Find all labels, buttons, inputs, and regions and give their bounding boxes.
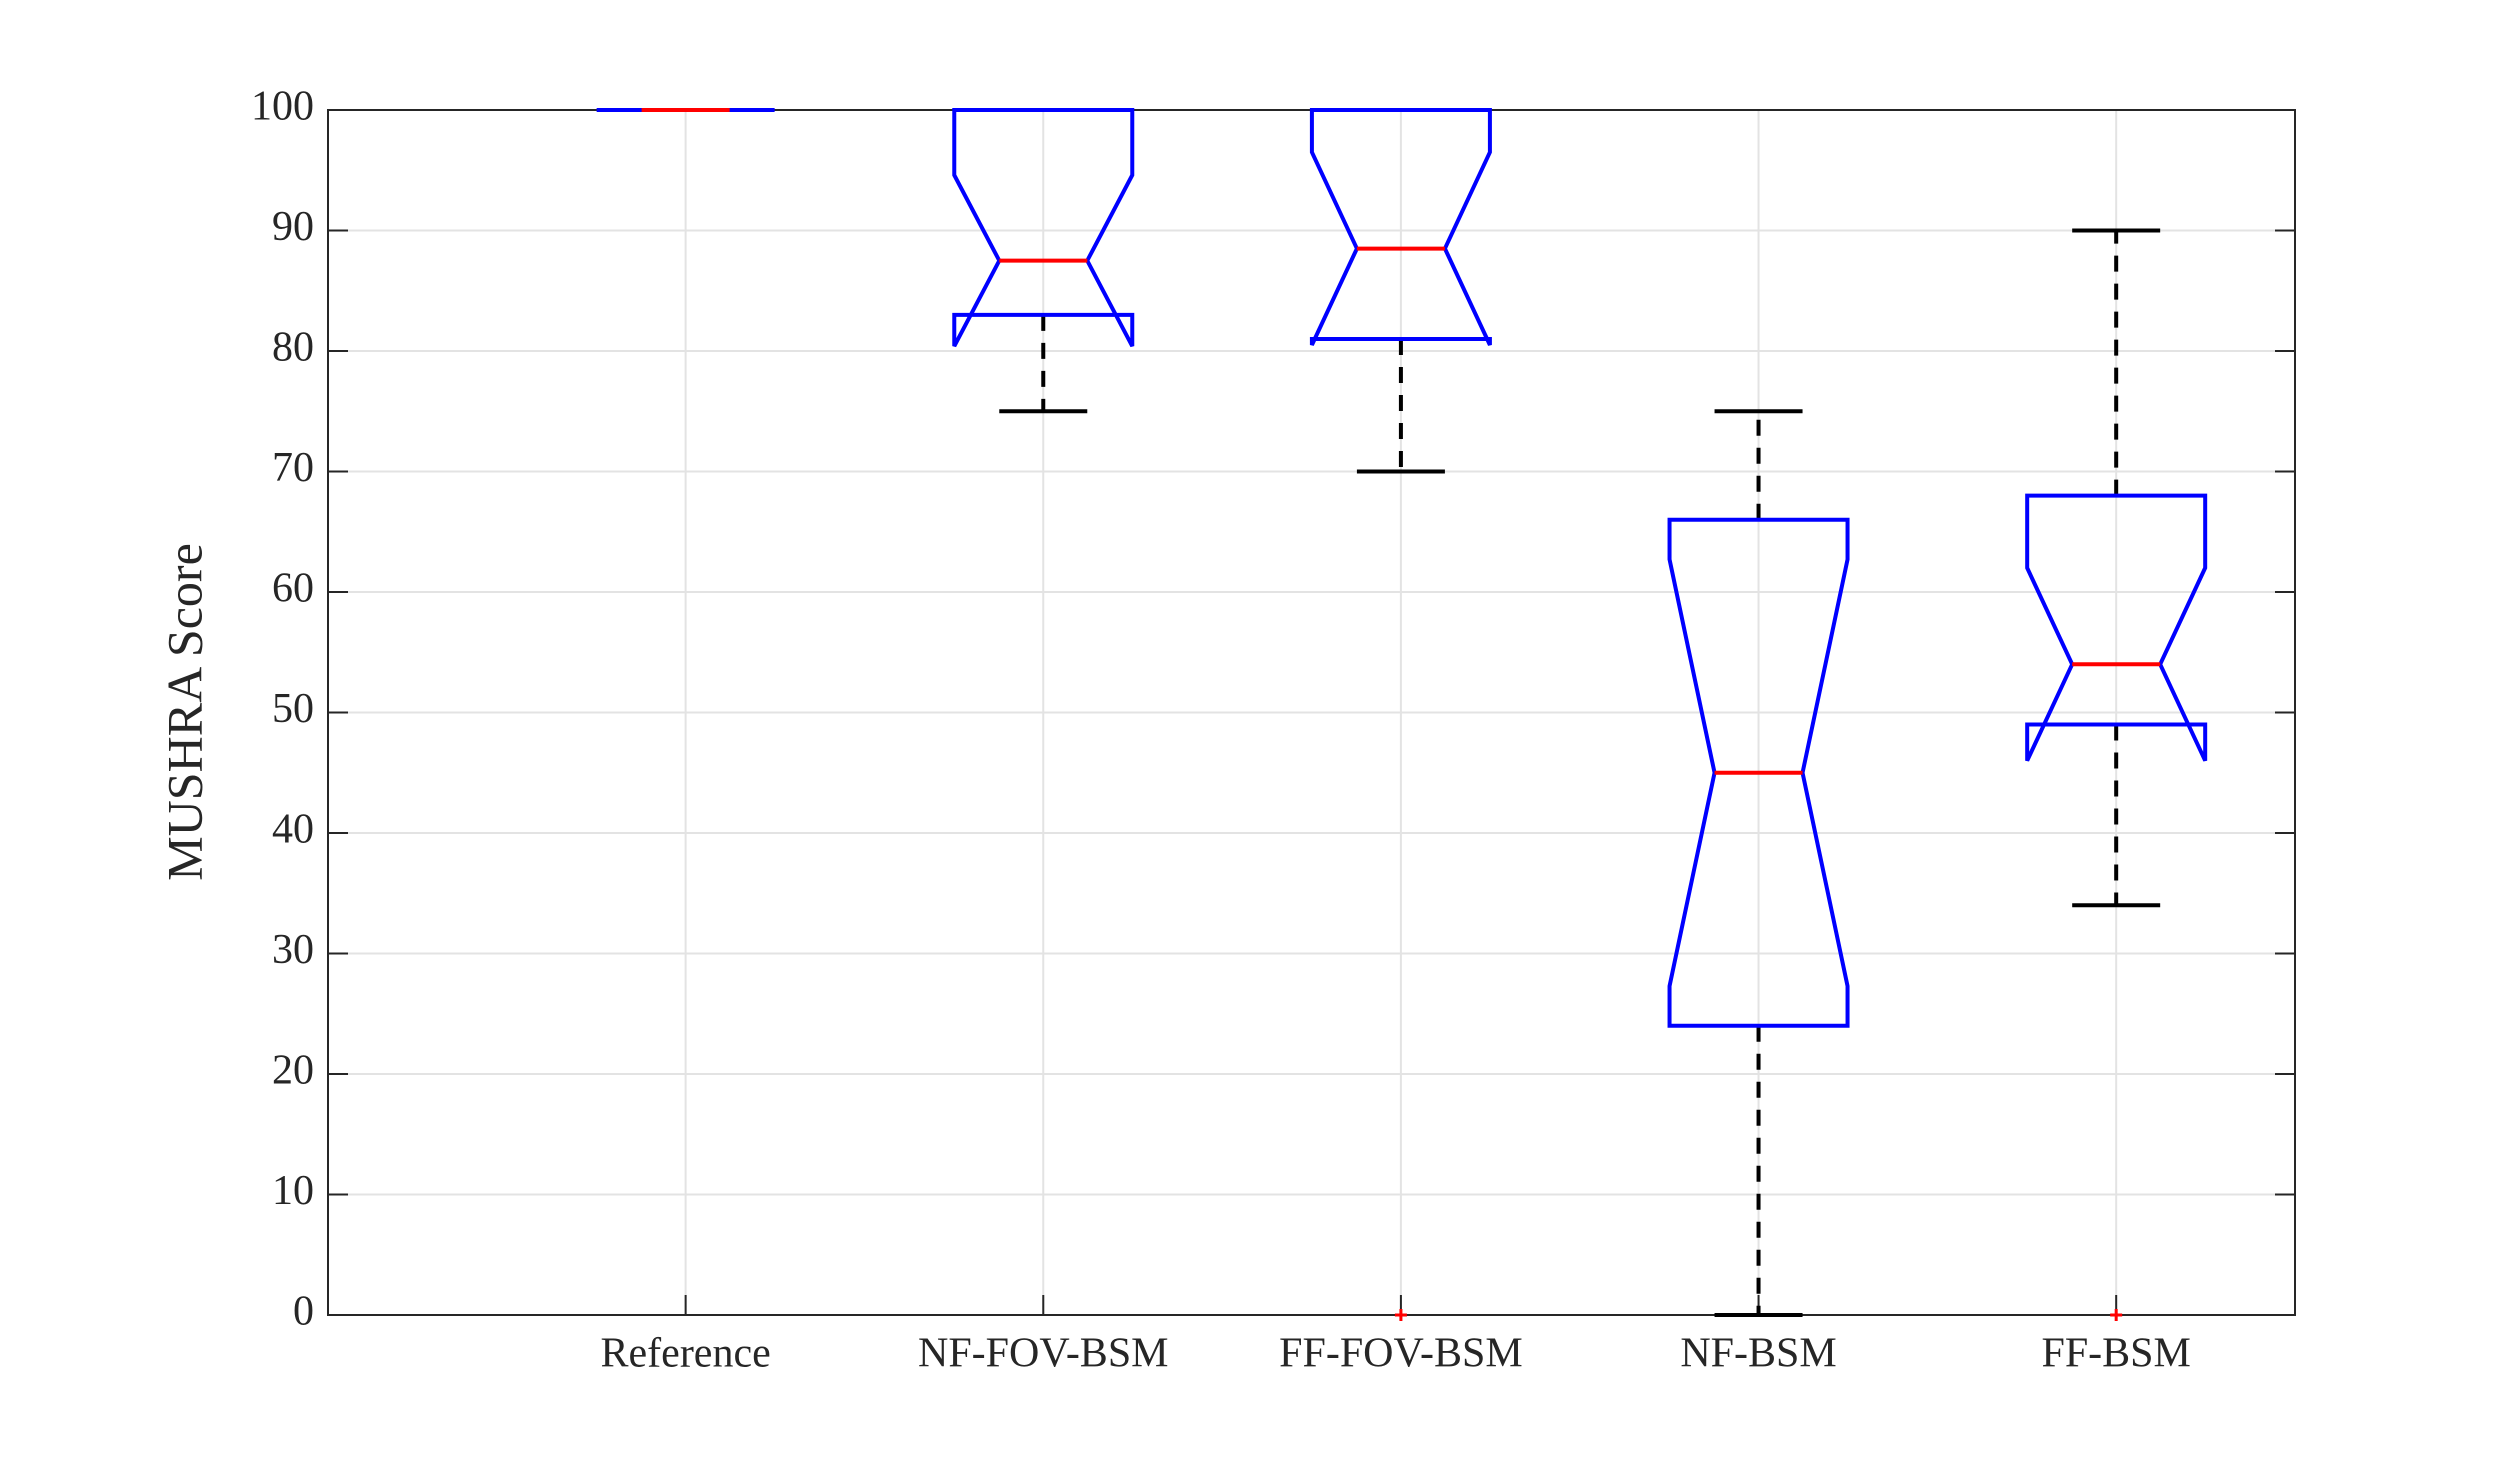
y-axis-label: MUSHRA Score	[156, 543, 212, 881]
box	[2025, 493, 2208, 762]
y-tick-label: 70	[272, 445, 314, 491]
y-tick-label: 40	[272, 807, 314, 853]
x-tick-label: NF-FOV-BSM	[918, 1331, 1169, 1377]
box	[1667, 517, 1850, 1028]
box	[1309, 108, 1492, 346]
outlier	[1394, 1309, 1407, 1321]
x-tick-label: FF-FOV-BSM	[1279, 1331, 1523, 1377]
y-tick-label: 50	[272, 686, 314, 732]
x-tick-label: Reference	[601, 1331, 771, 1377]
y-tick-label: 10	[272, 1168, 314, 1214]
y-tick-label: 0	[293, 1289, 314, 1335]
x-tick-label: NF-BSM	[1680, 1331, 1836, 1377]
y-tick-label: 80	[272, 325, 314, 371]
outlier	[2110, 1309, 2123, 1321]
y-tick-label: 60	[272, 566, 314, 612]
y-tick-label: 90	[272, 204, 314, 250]
box	[952, 108, 1135, 348]
y-tick-label: 20	[272, 1048, 314, 1094]
y-tick-label: 100	[251, 84, 314, 130]
x-tick-label: FF-BSM	[2041, 1331, 2190, 1377]
y-tick-label: 30	[272, 927, 314, 973]
